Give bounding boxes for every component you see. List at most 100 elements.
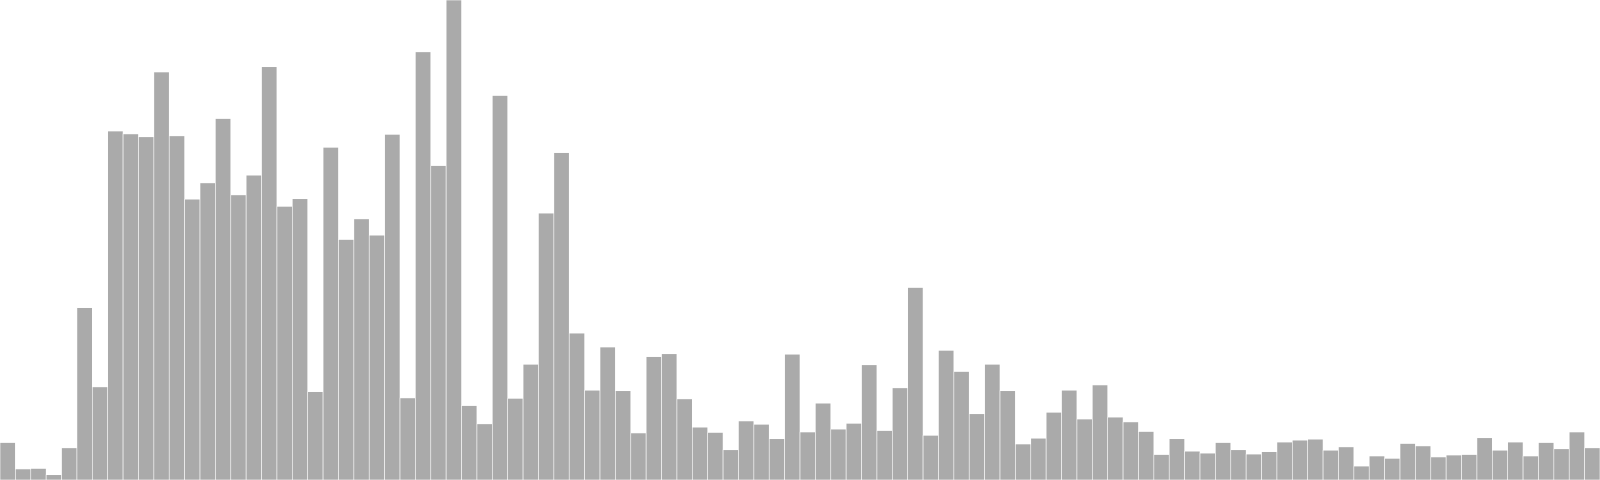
histogram-bar	[1184, 450, 1201, 480]
histogram-bar	[184, 198, 201, 480]
histogram-bar	[476, 423, 493, 480]
histogram-bar	[645, 356, 662, 480]
histogram-bar	[415, 51, 432, 480]
histogram-bar	[45, 474, 62, 480]
histogram-bar	[76, 307, 93, 480]
histogram-bar	[768, 438, 785, 480]
histogram-bar	[1384, 458, 1401, 480]
histogram-bar	[322, 147, 339, 480]
histogram-bar	[1122, 421, 1139, 480]
histogram-bar	[61, 447, 78, 480]
histogram-bar	[245, 174, 262, 480]
histogram-bar	[338, 239, 355, 480]
histogram-bar	[522, 364, 539, 480]
histogram-bar	[1584, 447, 1600, 480]
histogram-bar	[1538, 442, 1555, 480]
histogram-bar	[399, 397, 416, 480]
histogram-bar	[1199, 452, 1216, 480]
histogram-bar	[1338, 446, 1355, 480]
histogram-bar	[1015, 443, 1032, 480]
histogram-bar	[799, 431, 816, 480]
histogram-bar	[722, 449, 739, 480]
histogram-bar	[1061, 389, 1078, 480]
histogram-bar	[1415, 445, 1432, 480]
histogram-bar	[492, 95, 508, 480]
histogram-bar	[1430, 456, 1447, 480]
histogram-bar	[845, 423, 862, 480]
histogram-bar	[276, 206, 293, 480]
histogram-bar	[553, 152, 570, 480]
histogram-bar	[1215, 442, 1232, 480]
histogram-bar	[461, 405, 478, 480]
histogram-bar	[1138, 431, 1155, 480]
histogram-bar	[507, 398, 524, 480]
histogram-bar	[784, 353, 801, 480]
histogram-bar	[630, 432, 647, 480]
histogram-bar	[138, 136, 155, 480]
histogram-bar	[1030, 437, 1047, 480]
histogram-bar	[1276, 441, 1293, 480]
histogram-bar	[261, 66, 278, 480]
histogram-bar	[907, 287, 924, 480]
histogram-bar	[15, 468, 32, 480]
histogram-bar	[168, 135, 185, 480]
histogram-bar	[230, 194, 247, 480]
histogram-bar	[615, 390, 632, 480]
histogram-bar	[1353, 465, 1370, 480]
histogram-bar	[1522, 455, 1539, 480]
histogram-bar	[292, 198, 308, 480]
histogram-bar	[922, 435, 939, 480]
histogram-bar	[215, 118, 232, 480]
histogram-bar	[30, 468, 47, 480]
histogram-bar	[676, 398, 693, 480]
histogram-bar	[984, 364, 1001, 480]
histogram-bar	[307, 391, 324, 480]
histogram-bar	[815, 402, 832, 480]
histogram-bar	[568, 332, 585, 480]
histogram-bar	[953, 371, 970, 480]
histogram-bar	[830, 428, 847, 480]
histogram-bar	[353, 218, 370, 480]
histogram-bar	[1107, 416, 1124, 480]
histogram-bar	[445, 0, 462, 480]
histogram-bar	[738, 420, 755, 480]
histogram-bar	[1322, 449, 1339, 480]
histogram-bar	[384, 134, 401, 480]
histogram-bar	[1461, 454, 1478, 480]
histogram-bar	[1168, 438, 1185, 480]
histogram-bar	[707, 432, 724, 480]
histogram-bar	[122, 133, 139, 480]
histogram-bar	[1153, 454, 1170, 480]
histogram-bar	[538, 212, 555, 480]
histogram-bar	[199, 182, 216, 480]
histogram-bar	[1445, 454, 1462, 480]
histogram-bar	[368, 234, 385, 480]
histogram-bar	[661, 353, 678, 480]
histogram-bar	[1076, 418, 1093, 480]
histogram-bar	[153, 71, 170, 480]
histogram-bar	[1553, 448, 1570, 480]
histogram-bar	[876, 430, 893, 480]
histogram-bar	[938, 350, 955, 480]
histogram-bar	[1092, 384, 1108, 480]
histogram-bar	[692, 426, 708, 480]
histogram-bar	[861, 364, 878, 480]
histogram-bar	[1045, 412, 1062, 480]
histogram-bar	[753, 424, 770, 480]
histogram-bar	[1230, 449, 1247, 480]
histogram-bar	[0, 442, 16, 480]
histogram-bar	[892, 387, 908, 480]
histogram-bar	[1307, 438, 1324, 480]
histogram-bar	[1507, 441, 1524, 480]
histogram-bar	[107, 130, 124, 480]
histogram-bar	[1245, 453, 1262, 480]
histogram-bar	[92, 386, 108, 480]
histogram-bar	[968, 413, 985, 480]
histogram-bar	[1292, 439, 1308, 480]
histogram-bar	[1399, 443, 1416, 480]
histogram-bar	[1368, 455, 1385, 480]
histogram-bar	[999, 390, 1016, 480]
histogram-bar	[1476, 437, 1493, 480]
